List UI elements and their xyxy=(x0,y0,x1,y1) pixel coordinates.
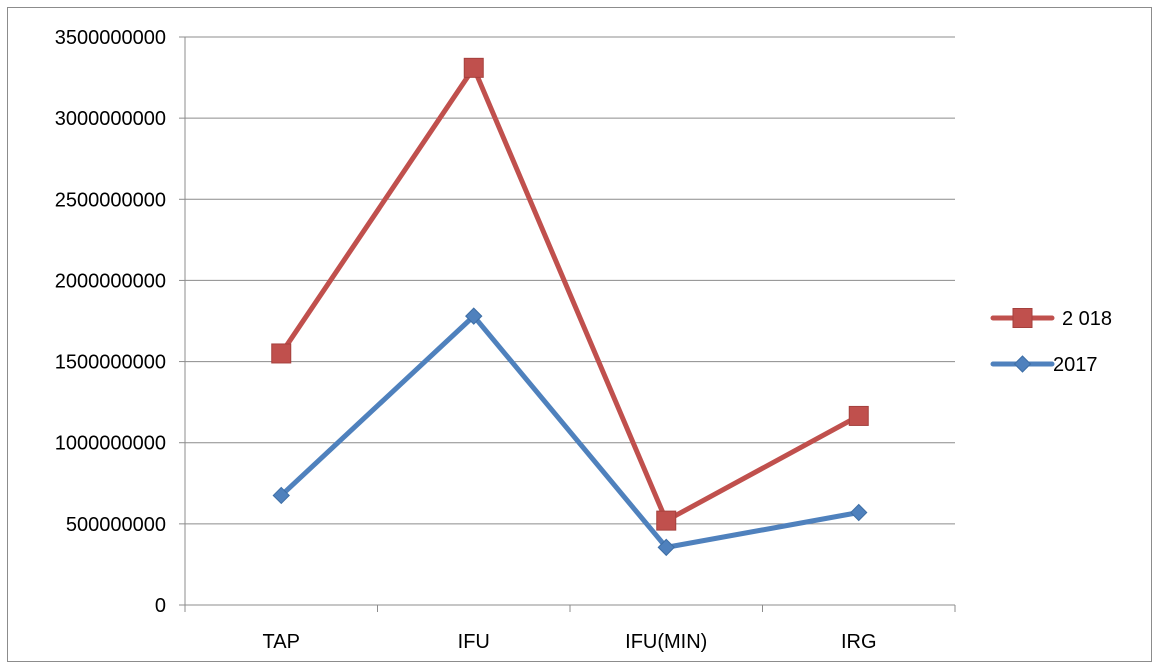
data-point xyxy=(848,405,869,426)
data-point xyxy=(272,486,290,505)
y-tick-label: 3500000000 xyxy=(55,27,166,49)
y-tick-label: 1000000000 xyxy=(55,433,166,455)
y-tick-label: 3000000000 xyxy=(55,108,166,130)
chart-frame xyxy=(7,7,1152,662)
y-tick-label: 2500000000 xyxy=(55,189,166,211)
legend: 2 018 2017 xyxy=(990,308,1112,376)
data-point xyxy=(465,307,483,325)
y-tick-label: 500000000 xyxy=(66,514,166,536)
gridlines xyxy=(185,36,955,525)
series-line xyxy=(278,313,862,550)
legend-label: 2 018 xyxy=(1062,308,1112,330)
data-point xyxy=(850,503,868,522)
legend-item: 2 018 xyxy=(990,308,1112,330)
x-tick-label: IFU xyxy=(458,631,490,653)
data-point xyxy=(271,343,292,364)
data-point xyxy=(463,57,484,78)
legend-item: 2017 xyxy=(990,354,1098,376)
x-tick-label: IFU(MIN) xyxy=(625,631,707,653)
series-0 xyxy=(271,57,869,531)
series-group xyxy=(271,57,869,557)
x-tick-label: IRG xyxy=(841,631,877,653)
series-line xyxy=(278,65,862,524)
y-tick-label: 0 xyxy=(155,595,166,617)
series-1 xyxy=(272,307,868,557)
y-tick-labels: 0 500000000 1000000000 1500000000 2000000000… xyxy=(55,27,166,617)
x-tick-label: TAP xyxy=(263,631,300,653)
legend-marker xyxy=(1012,308,1033,328)
legend-label: 2017 xyxy=(1053,354,1098,376)
y-tick-label: 1500000000 xyxy=(55,352,166,374)
data-point xyxy=(656,510,677,531)
axes xyxy=(179,36,956,612)
x-tick-labels: TAP IFU IFU(MIN) IRG xyxy=(263,631,877,653)
data-point xyxy=(657,538,675,557)
legend-marker xyxy=(1013,355,1032,373)
y-tick-label: 2000000000 xyxy=(55,270,166,292)
